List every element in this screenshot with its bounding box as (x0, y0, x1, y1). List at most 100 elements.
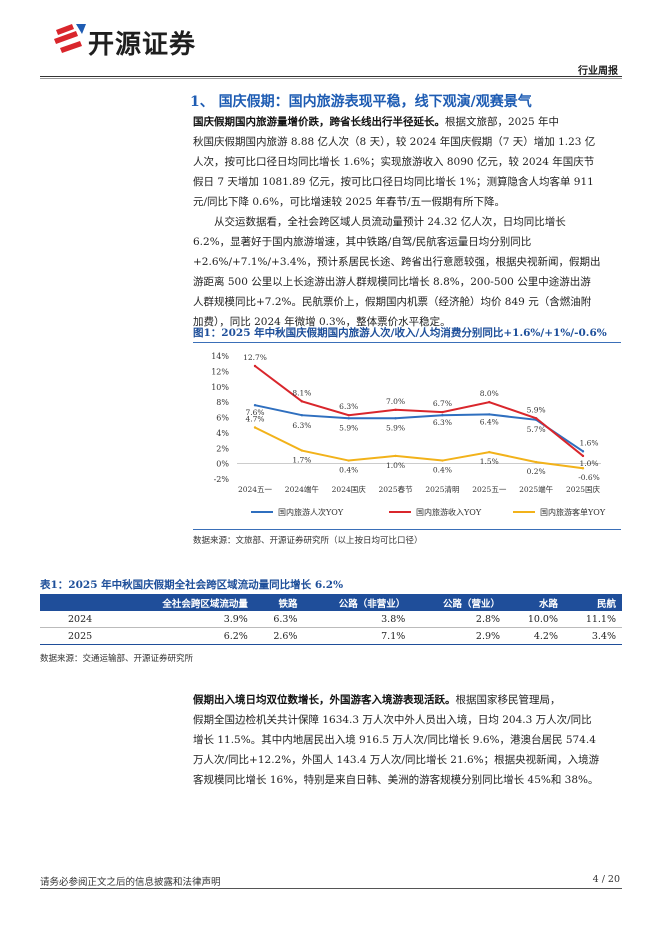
table-header-cell (40, 594, 120, 611)
table-header-cell: 民航 (564, 594, 622, 611)
paragraph-line: 万人次/同比+12.2%，外国人 143.4 万人次/同比增长 21.6%；根据… (193, 754, 600, 766)
table-cell: 7.1% (303, 627, 412, 645)
figure-title: 图1：2025 年中秋国庆假期国内旅游人次/收入/人均消费分别同比+1.6%/+… (193, 327, 607, 339)
data-point (488, 400, 491, 404)
header-divider (40, 76, 622, 77)
data-point (441, 410, 444, 414)
series-line-2 (254, 365, 584, 457)
table-header-cell: 水路 (506, 594, 564, 611)
x-tick-label: 2024端午 (285, 484, 320, 494)
figure-top-rule (193, 342, 621, 343)
data-label: 5.9% (386, 423, 405, 432)
y-tick-label: 14% (211, 352, 229, 361)
x-tick-label: 2024五一 (238, 485, 273, 494)
y-tick-label: -2% (214, 475, 230, 484)
data-point (300, 400, 304, 403)
data-label: 0.2% (527, 467, 546, 476)
data-point (300, 413, 304, 417)
y-tick-label: 8% (216, 398, 229, 407)
series-line-1 (254, 404, 584, 453)
data-label: 8.0% (480, 389, 499, 398)
y-tick-label: 10% (211, 383, 229, 392)
footer-disclaimer: 请务必参阅正文之后的信息披露和法律声明 (40, 877, 221, 888)
table-title: 表1：2025 年中秋国庆假期全社会跨区域流动量同比增长 6.2% (40, 579, 344, 591)
cross-region-flow-table: 全社会跨区域流动量 铁路 公路（非营业） 公路（营业） 水路 民航 2024 3… (40, 594, 622, 645)
table-cell: 2.6% (253, 627, 304, 645)
paragraph-line: 从交运数据看，全社会跨区域人员流动量预计 24.32 亿人次，日均同比增长 (214, 216, 566, 228)
legend-label: 国内旅游客单YOY (540, 507, 606, 517)
data-label: 8.1% (292, 388, 311, 397)
y-tick-label: 12% (211, 367, 229, 376)
legend-label: 国内旅游人次YOY (278, 507, 344, 517)
data-label: 12.7% (243, 353, 267, 362)
data-label: 5.7% (527, 425, 546, 434)
table-cell: 3.9% (119, 611, 254, 628)
table-header-cell: 全社会跨区域流动量 (119, 594, 254, 611)
data-label: 1.6% (579, 438, 598, 447)
table-source: 数据来源：交通运输部、开源证券研究所 (40, 654, 194, 664)
paragraph-line: 元/同比下降 0.6%，可比增速较 2025 年春节/五一假期有所下降。 (193, 196, 505, 208)
paragraph-line: 增长 11.5%。其中内地居民出入境 916.5 万人次/同比增长 9.6%，港… (193, 734, 596, 746)
paragraph-text: 根据国家移民管理局， (455, 694, 561, 706)
paragraph-1: 国庆假期国内旅游量增价跌，跨省长线出行半径延长。根据文旅部，2025 年中 秋国… (193, 112, 621, 212)
series-line-3 (254, 426, 584, 470)
data-point (347, 417, 350, 420)
data-point (300, 449, 304, 452)
data-label: 6.3% (433, 418, 452, 427)
paragraph-line: 秋国庆假期国内旅游 8.88 亿人次（8 天），较 2024 年国庆假期（7 天… (193, 136, 596, 148)
table-cell: 3.8% (303, 611, 412, 628)
table-cell: 6.2% (119, 627, 254, 645)
table-cell: 6.3% (253, 611, 304, 628)
data-point (253, 426, 257, 429)
paragraph-line: 假期全国边检机关共计保障 1634.3 万人次中外人员出入境，日均 204.3 … (193, 714, 592, 726)
paragraph-2: 从交运数据看，全社会跨区域人员流动量预计 24.32 亿人次，日均同比增长 6.… (193, 212, 621, 332)
data-point (394, 417, 397, 420)
data-label: 1.7% (292, 456, 311, 465)
data-point (253, 364, 257, 368)
data-label: 6.3% (339, 402, 358, 411)
table-cell: 4.2% (506, 627, 564, 645)
data-point (394, 408, 397, 412)
data-point (347, 459, 350, 462)
paragraph-line: 客规模同比增长 16%，特别是来自日韩、美洲的游客规模分别同比增长 45%和 3… (193, 774, 599, 786)
logo-mark-icon (54, 24, 86, 53)
x-tick-label: 2025五一 (472, 485, 507, 494)
paragraph-lead: 国庆假期国内旅游量增价跌，跨省长线出行半径延长。 (193, 116, 445, 128)
x-tick-label: 2025春节 (379, 484, 414, 494)
paragraph-line: 游距离 500 公里以上长途游出游人群规模同比增长 8.8%，200-500 公… (193, 276, 591, 288)
data-point (253, 404, 257, 407)
company-logo (52, 22, 252, 58)
data-label: 5.9% (527, 405, 546, 414)
data-label: 0.4% (433, 466, 452, 475)
x-tick-label: 2024国庆 (332, 484, 367, 494)
table-row: 2024 3.9% 6.3% 3.8% 2.8% 10.0% 11.1% (40, 611, 622, 628)
table-cell: 3.4% (564, 627, 622, 645)
paragraph-line: 6.2%，显著好于国内旅游增速，其中铁路/自驾/民航客运量日均分别同比 (193, 236, 532, 248)
data-label: -0.6% (578, 473, 600, 482)
data-point (534, 417, 538, 420)
paragraph-3: 假期出入境日均双位数增长，外国游客入境游表现活跃。根据国家移民管理局， 假期全国… (193, 690, 621, 790)
paragraph-line: 人群规模同比+7.2%。民航票价上，假期国内机票（经济舱）均价 849 元（含燃… (193, 296, 592, 308)
page-number: 4 / 20 (592, 874, 620, 885)
table-header-cell: 铁路 (253, 594, 304, 611)
data-label: 1.0% (386, 461, 405, 470)
paragraph-line: 假日 7 天增加 1081.89 亿元，按可比口径日均同比增长 1%；测算隐含人… (193, 176, 594, 188)
data-label: 6.7% (433, 399, 452, 408)
legend-label: 国内旅游收入YOY (416, 507, 482, 517)
x-tick-label: 2025清明 (425, 484, 459, 494)
figure-bottom-rule (193, 529, 621, 530)
y-tick-label: 4% (216, 429, 229, 438)
table-header-row: 全社会跨区域流动量 铁路 公路（非营业） 公路（营业） 水路 民航 (40, 594, 622, 611)
data-label: 7.6% (245, 408, 264, 417)
data-point (488, 450, 491, 454)
data-point (581, 454, 585, 458)
x-tick-label: 2025端午 (519, 484, 554, 494)
section-title: 1、 国庆假期：国内旅游表现平稳，线下观演/观赛景气 (190, 94, 532, 110)
report-type-label: 行业周报 (578, 66, 618, 77)
figure-source: 数据来源：文旅部、开源证券研究所（以上按日均可比口径） (193, 536, 423, 546)
paragraph-lead: 假期出入境日均双位数增长，外国游客入境游表现活跃。 (193, 694, 456, 706)
paragraph-line: 国庆假期国内旅游量增价跌，跨省长线出行半径延长。根据文旅部，2025 年中 (193, 112, 621, 132)
logo-text: 开源证券 (88, 30, 197, 60)
y-tick-label: 6% (216, 414, 229, 423)
data-label: 6.3% (292, 421, 311, 430)
